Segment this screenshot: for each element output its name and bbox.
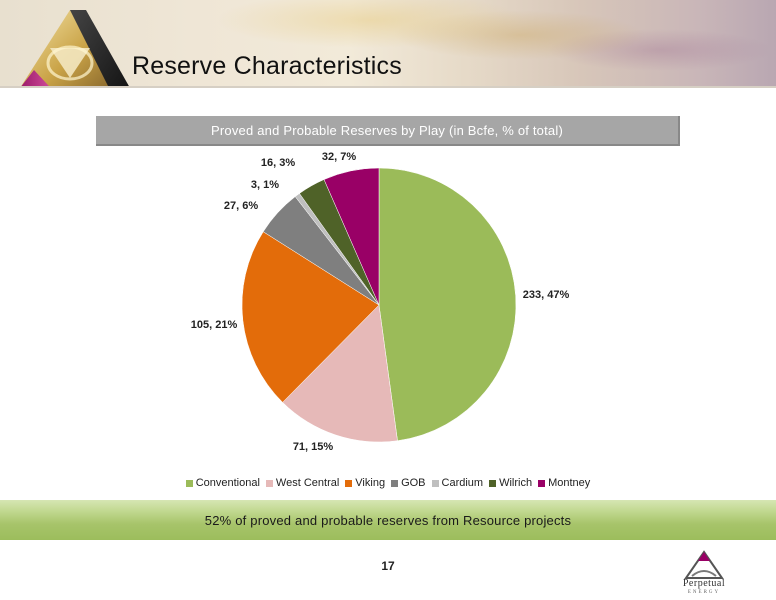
perpetual-energy-logo-icon — [684, 550, 724, 579]
pie-slices — [241, 167, 517, 443]
perpetual-triangle-logo-icon — [20, 10, 130, 88]
legend-swatch — [345, 479, 353, 487]
legend-item-wilrich: Wilrich — [489, 477, 532, 489]
footer-logo-name: Perpetual — [682, 578, 726, 589]
data-label-wilrich: 16, 3% — [261, 157, 295, 169]
legend-swatch — [538, 479, 546, 487]
legend-item-viking: Viking — [345, 477, 385, 489]
pie-data-labels: 233, 47% 71, 15% 105, 21% 27, 6% 3, 1% 16, 3%… — [191, 151, 570, 453]
legend-label: Conventional — [195, 477, 260, 489]
data-label-cardium: 3, 1% — [251, 179, 279, 191]
pie-slice-west-central — [282, 304, 398, 443]
legend-item-conventional: Conventional — [185, 477, 260, 489]
pie-chart: 233, 47% 71, 15% 105, 21% 27, 6% 3, 1% 16, 3%… — [191, 151, 570, 453]
legend-swatch — [265, 479, 273, 487]
pie-slice-montney — [323, 167, 380, 306]
summary-banner: 52% of proved and probable reserves from… — [0, 500, 776, 540]
pie-slice-viking — [241, 231, 380, 403]
legend-item-west-central: West Central — [265, 477, 340, 489]
page-title: Reserve Characteristics — [132, 52, 402, 80]
legend-item-montney: Montney — [538, 477, 590, 489]
legend-label: Cardium — [441, 477, 484, 489]
legend-label: Montney — [548, 477, 591, 489]
data-label-conventional: 233, 47% — [523, 289, 570, 301]
legend-label: Viking — [355, 477, 386, 489]
page-number: 17 — [381, 559, 395, 573]
header-divider — [0, 86, 776, 88]
pie-slice-conventional — [378, 167, 517, 442]
chart-title: Proved and Probable Reserves by Play (in… — [96, 116, 680, 146]
legend-item-cardium: Cardium — [431, 477, 484, 489]
data-label-viking: 105, 21% — [191, 319, 238, 331]
legend-label: GOB — [401, 477, 426, 489]
legend-item-gob: GOB — [391, 477, 426, 489]
legend-swatch — [489, 479, 497, 487]
legend-label: West Central — [275, 477, 340, 489]
data-label-west-central: 71, 15% — [293, 441, 334, 453]
legend-label: Wilrich — [499, 477, 533, 489]
data-label-montney: 32, 7% — [322, 151, 356, 163]
footer-logo-tagline: ENERGY — [687, 590, 721, 595]
chart-legend: Conventional West Central Viking GOB Cardium… — [0, 476, 776, 490]
legend-swatch — [431, 479, 439, 487]
legend-swatch — [185, 479, 193, 487]
slide-header: Reserve Characteristics — [0, 0, 776, 88]
legend-swatch — [391, 479, 399, 487]
data-label-gob: 27, 6% — [224, 200, 258, 212]
